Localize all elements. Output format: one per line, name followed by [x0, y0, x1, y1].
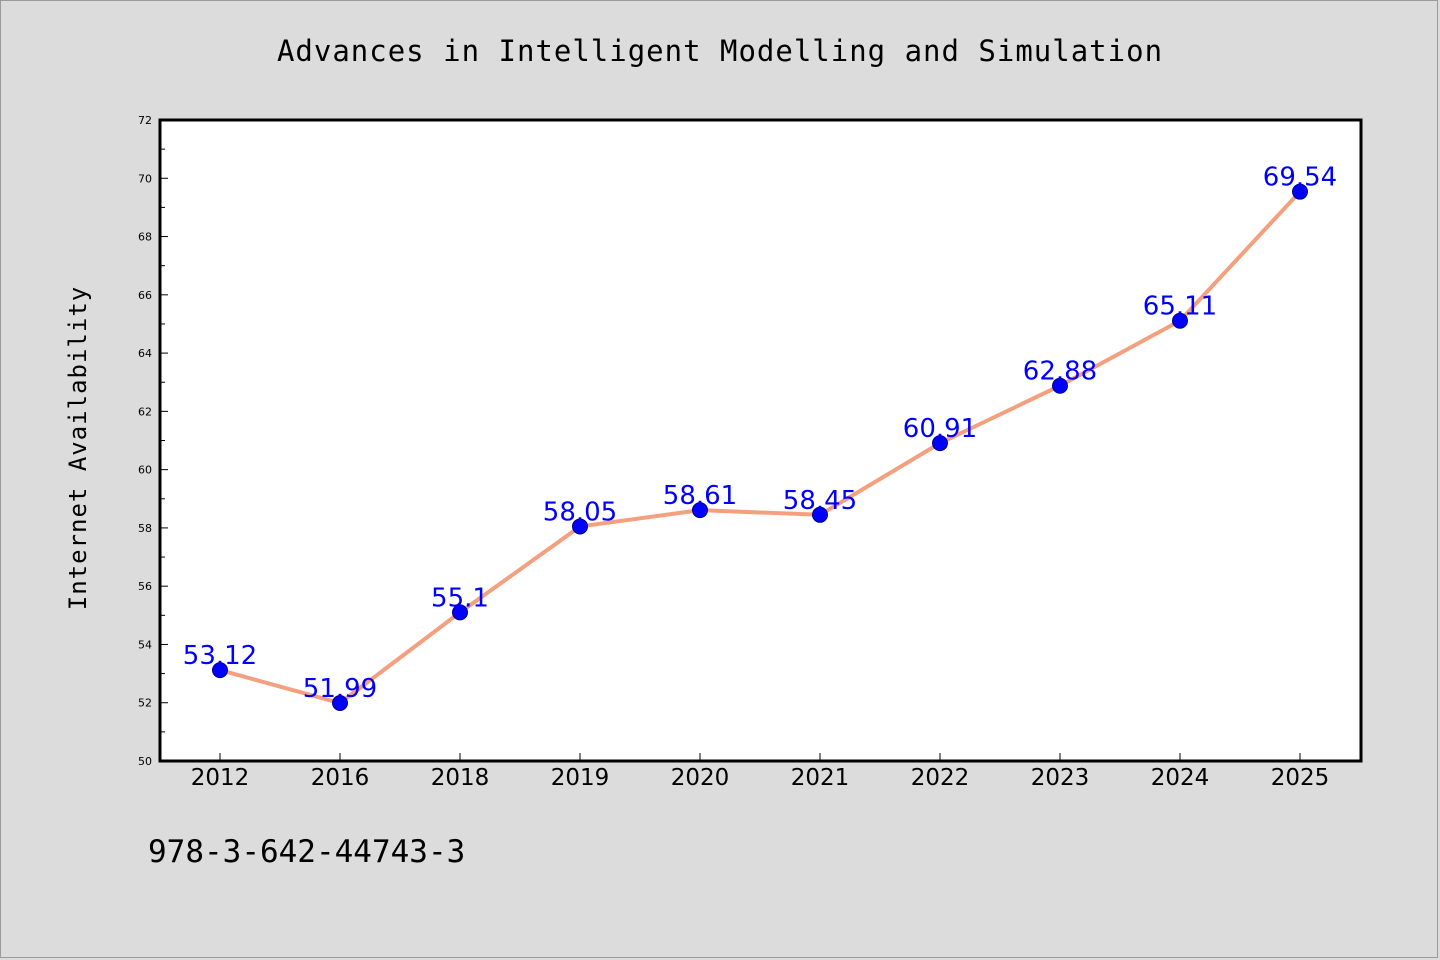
data-label: 55.1 [431, 583, 489, 613]
x-tick-label: 2020 [671, 765, 730, 791]
x-tick-label: 2012 [191, 765, 250, 791]
y-tick-label: 62 [138, 405, 152, 418]
x-tick-label: 2018 [431, 765, 490, 791]
x-tick-label: 2019 [551, 765, 610, 791]
y-tick-label: 72 [138, 114, 152, 127]
data-point [692, 502, 708, 519]
x-tick-label: 2024 [1151, 765, 1210, 791]
y-tick-label: 60 [138, 464, 152, 477]
isbn-footer: 978-3-642-44743-3 [148, 834, 466, 870]
data-point [1172, 312, 1188, 329]
data-label: 58.61 [663, 481, 737, 511]
y-tick-label: 68 [138, 231, 152, 244]
data-label: 58.05 [543, 497, 617, 527]
y-tick-label: 64 [138, 347, 152, 360]
y-tick-label: 52 [138, 697, 152, 710]
data-point [452, 604, 468, 621]
data-label: 58.45 [783, 486, 857, 516]
data-point [932, 435, 948, 452]
x-tick-label: 2016 [311, 765, 370, 791]
y-tick-label: 54 [138, 638, 152, 651]
plot-area [158, 118, 1363, 763]
x-axis: 2012 2016 2018 2019 2020 2021 2022 2023 2024 2025 [191, 753, 1330, 791]
x-tick-label: 2022 [911, 765, 970, 791]
chart-title: Advances in Intelligent Modelling and Si… [276, 34, 1164, 68]
data-label: 53.12 [183, 641, 257, 671]
data-label: 65.11 [1143, 292, 1217, 322]
y-axis-label: Internet Availability [64, 286, 92, 610]
data-label: 60.91 [903, 414, 977, 444]
y-tick-label: 58 [138, 522, 152, 535]
series-line [218, 189, 1302, 706]
data-labels: 53.12 51.99 55.1 58.05 58.61 58.45 60.91 62.88 6… [183, 163, 1337, 704]
data-label: 69.54 [1263, 163, 1337, 193]
data-label: 51.99 [303, 674, 377, 704]
y-tick-label: 66 [138, 289, 152, 302]
x-tick-label: 2023 [1031, 765, 1090, 791]
data-point [812, 506, 828, 523]
x-tick-label: 2021 [791, 765, 850, 791]
series-markers [212, 183, 1308, 712]
data-label: 62.88 [1023, 357, 1097, 387]
y-axis: 50 52 54 56 58 60 62 64 66 68 70 72 [138, 114, 168, 768]
data-point [1292, 183, 1308, 200]
y-tick-label: 50 [138, 755, 152, 768]
data-point [1052, 377, 1068, 394]
data-point [572, 518, 588, 535]
x-tick-label: 2025 [1271, 765, 1330, 791]
y-tick-label: 70 [138, 172, 152, 185]
data-point [212, 662, 228, 679]
y-tick-label: 56 [138, 580, 152, 593]
data-point [332, 695, 348, 712]
